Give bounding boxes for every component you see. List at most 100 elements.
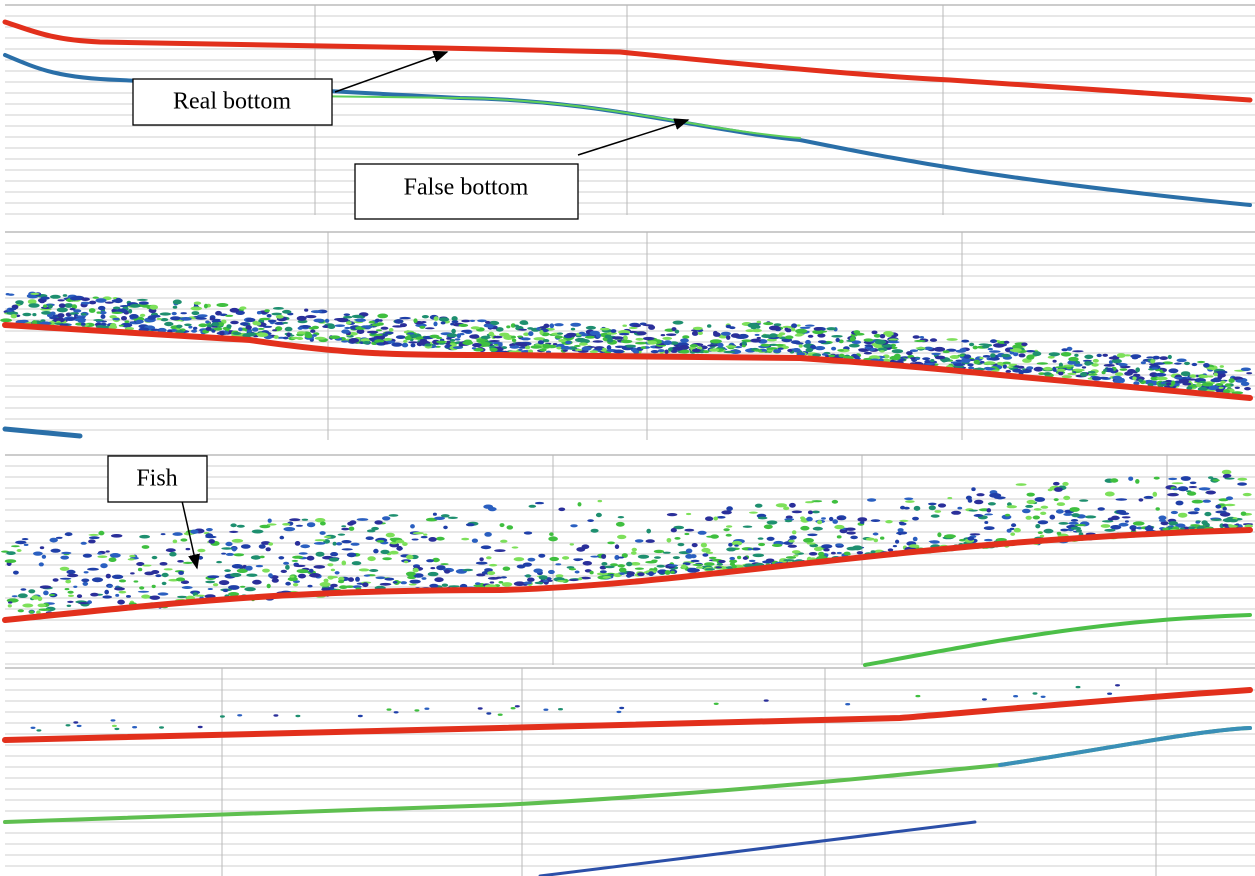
fish-echo — [60, 578, 72, 580]
fish-echo — [757, 321, 762, 324]
fish-echo — [663, 552, 671, 554]
fish-echo — [1054, 487, 1063, 492]
fish-echo — [800, 526, 809, 531]
fish-echo — [914, 506, 921, 511]
fish-echo — [1135, 367, 1140, 372]
fish-echo — [1223, 474, 1231, 478]
fish-echo — [792, 511, 803, 514]
fish-echo — [139, 301, 149, 304]
fish-echo — [674, 537, 680, 540]
fish-echo — [1118, 363, 1124, 366]
fish-echo — [386, 533, 395, 538]
fish-echo — [173, 540, 178, 544]
fish-echo — [341, 528, 349, 531]
fish-echo — [857, 551, 863, 554]
fish-echo — [1013, 695, 1018, 697]
fish-echo — [879, 350, 885, 352]
fish-echo — [210, 317, 215, 320]
fish-echo — [124, 320, 129, 323]
fish-echo — [821, 517, 826, 519]
fish-echo — [355, 318, 366, 322]
fish-echo — [831, 347, 836, 351]
fish-echo — [285, 565, 290, 570]
fish-echo — [776, 503, 787, 507]
fish-echo — [1004, 341, 1010, 344]
fish-echo — [514, 325, 519, 327]
fish-echo — [355, 577, 360, 582]
fish-echo — [1110, 478, 1118, 482]
fish-echo — [111, 719, 116, 721]
fish-echo — [1160, 356, 1168, 360]
fish-echo — [142, 565, 152, 567]
fish-echo — [219, 331, 224, 336]
fish-echo — [383, 342, 388, 345]
fish-echo — [1073, 369, 1085, 372]
fish-echo — [88, 534, 99, 536]
fish-echo — [988, 348, 993, 350]
fish-echo — [582, 347, 592, 351]
fish-echo — [434, 517, 445, 520]
fish-echo — [645, 561, 657, 564]
fish-echo — [246, 318, 255, 322]
fish-echo — [767, 520, 778, 524]
fish-echo — [485, 321, 491, 324]
fish-echo — [172, 312, 177, 315]
fish-echo — [57, 313, 64, 318]
fish-echo — [414, 709, 419, 711]
fish-echo — [814, 547, 823, 551]
fish-echo — [348, 577, 354, 582]
fish-echo — [194, 302, 201, 305]
fish-echo — [805, 325, 815, 327]
fish-echo — [638, 555, 649, 559]
fish-echo — [1181, 476, 1191, 481]
fish-echo — [984, 367, 992, 370]
fish-echo — [320, 582, 331, 587]
fish-echo — [702, 553, 708, 556]
fish-echo — [1153, 356, 1160, 360]
fish-echo — [489, 340, 500, 342]
fish-echo — [257, 332, 269, 337]
fish-echo — [1172, 488, 1179, 490]
fish-echo — [1125, 520, 1129, 522]
fish-echo — [872, 331, 878, 335]
fish-echo — [764, 699, 769, 701]
fish-echo — [665, 350, 669, 355]
fish-echo — [1038, 531, 1043, 534]
fish-echo — [320, 522, 326, 526]
fish-echo — [369, 321, 375, 324]
fish-echo — [246, 574, 257, 577]
fish-echo — [81, 579, 89, 583]
fish-echo — [1211, 519, 1222, 521]
fish-echo — [1213, 479, 1220, 481]
fish-echo — [273, 714, 278, 716]
fish-echo — [983, 355, 991, 358]
fish-echo — [847, 547, 858, 551]
fish-echo — [108, 585, 112, 588]
fish-echo — [619, 333, 629, 335]
fish-echo — [230, 523, 236, 527]
fish-echo — [324, 536, 332, 538]
fish-echo — [483, 505, 493, 509]
fish-echo — [837, 552, 842, 554]
fish-echo — [430, 567, 435, 569]
fish-echo — [871, 550, 876, 553]
fish-echo — [65, 588, 70, 590]
fish-echo — [1056, 509, 1064, 513]
fish-echo — [974, 500, 983, 505]
fish-echo — [232, 539, 244, 543]
fish-echo — [743, 556, 748, 560]
fish-echo — [521, 337, 531, 340]
fish-echo — [590, 350, 599, 353]
fish-echo — [803, 538, 814, 543]
fish-echo — [924, 363, 935, 365]
fish-echo — [406, 572, 416, 576]
fish-echo — [792, 530, 797, 534]
fish-echo — [144, 572, 154, 576]
fish-echo — [988, 502, 996, 505]
fish-echo — [264, 309, 270, 312]
fish-echo — [349, 527, 355, 531]
fish-echo — [1076, 529, 1082, 533]
fish-echo — [186, 548, 191, 550]
fish-echo — [514, 557, 525, 561]
fish-echo — [48, 304, 53, 308]
